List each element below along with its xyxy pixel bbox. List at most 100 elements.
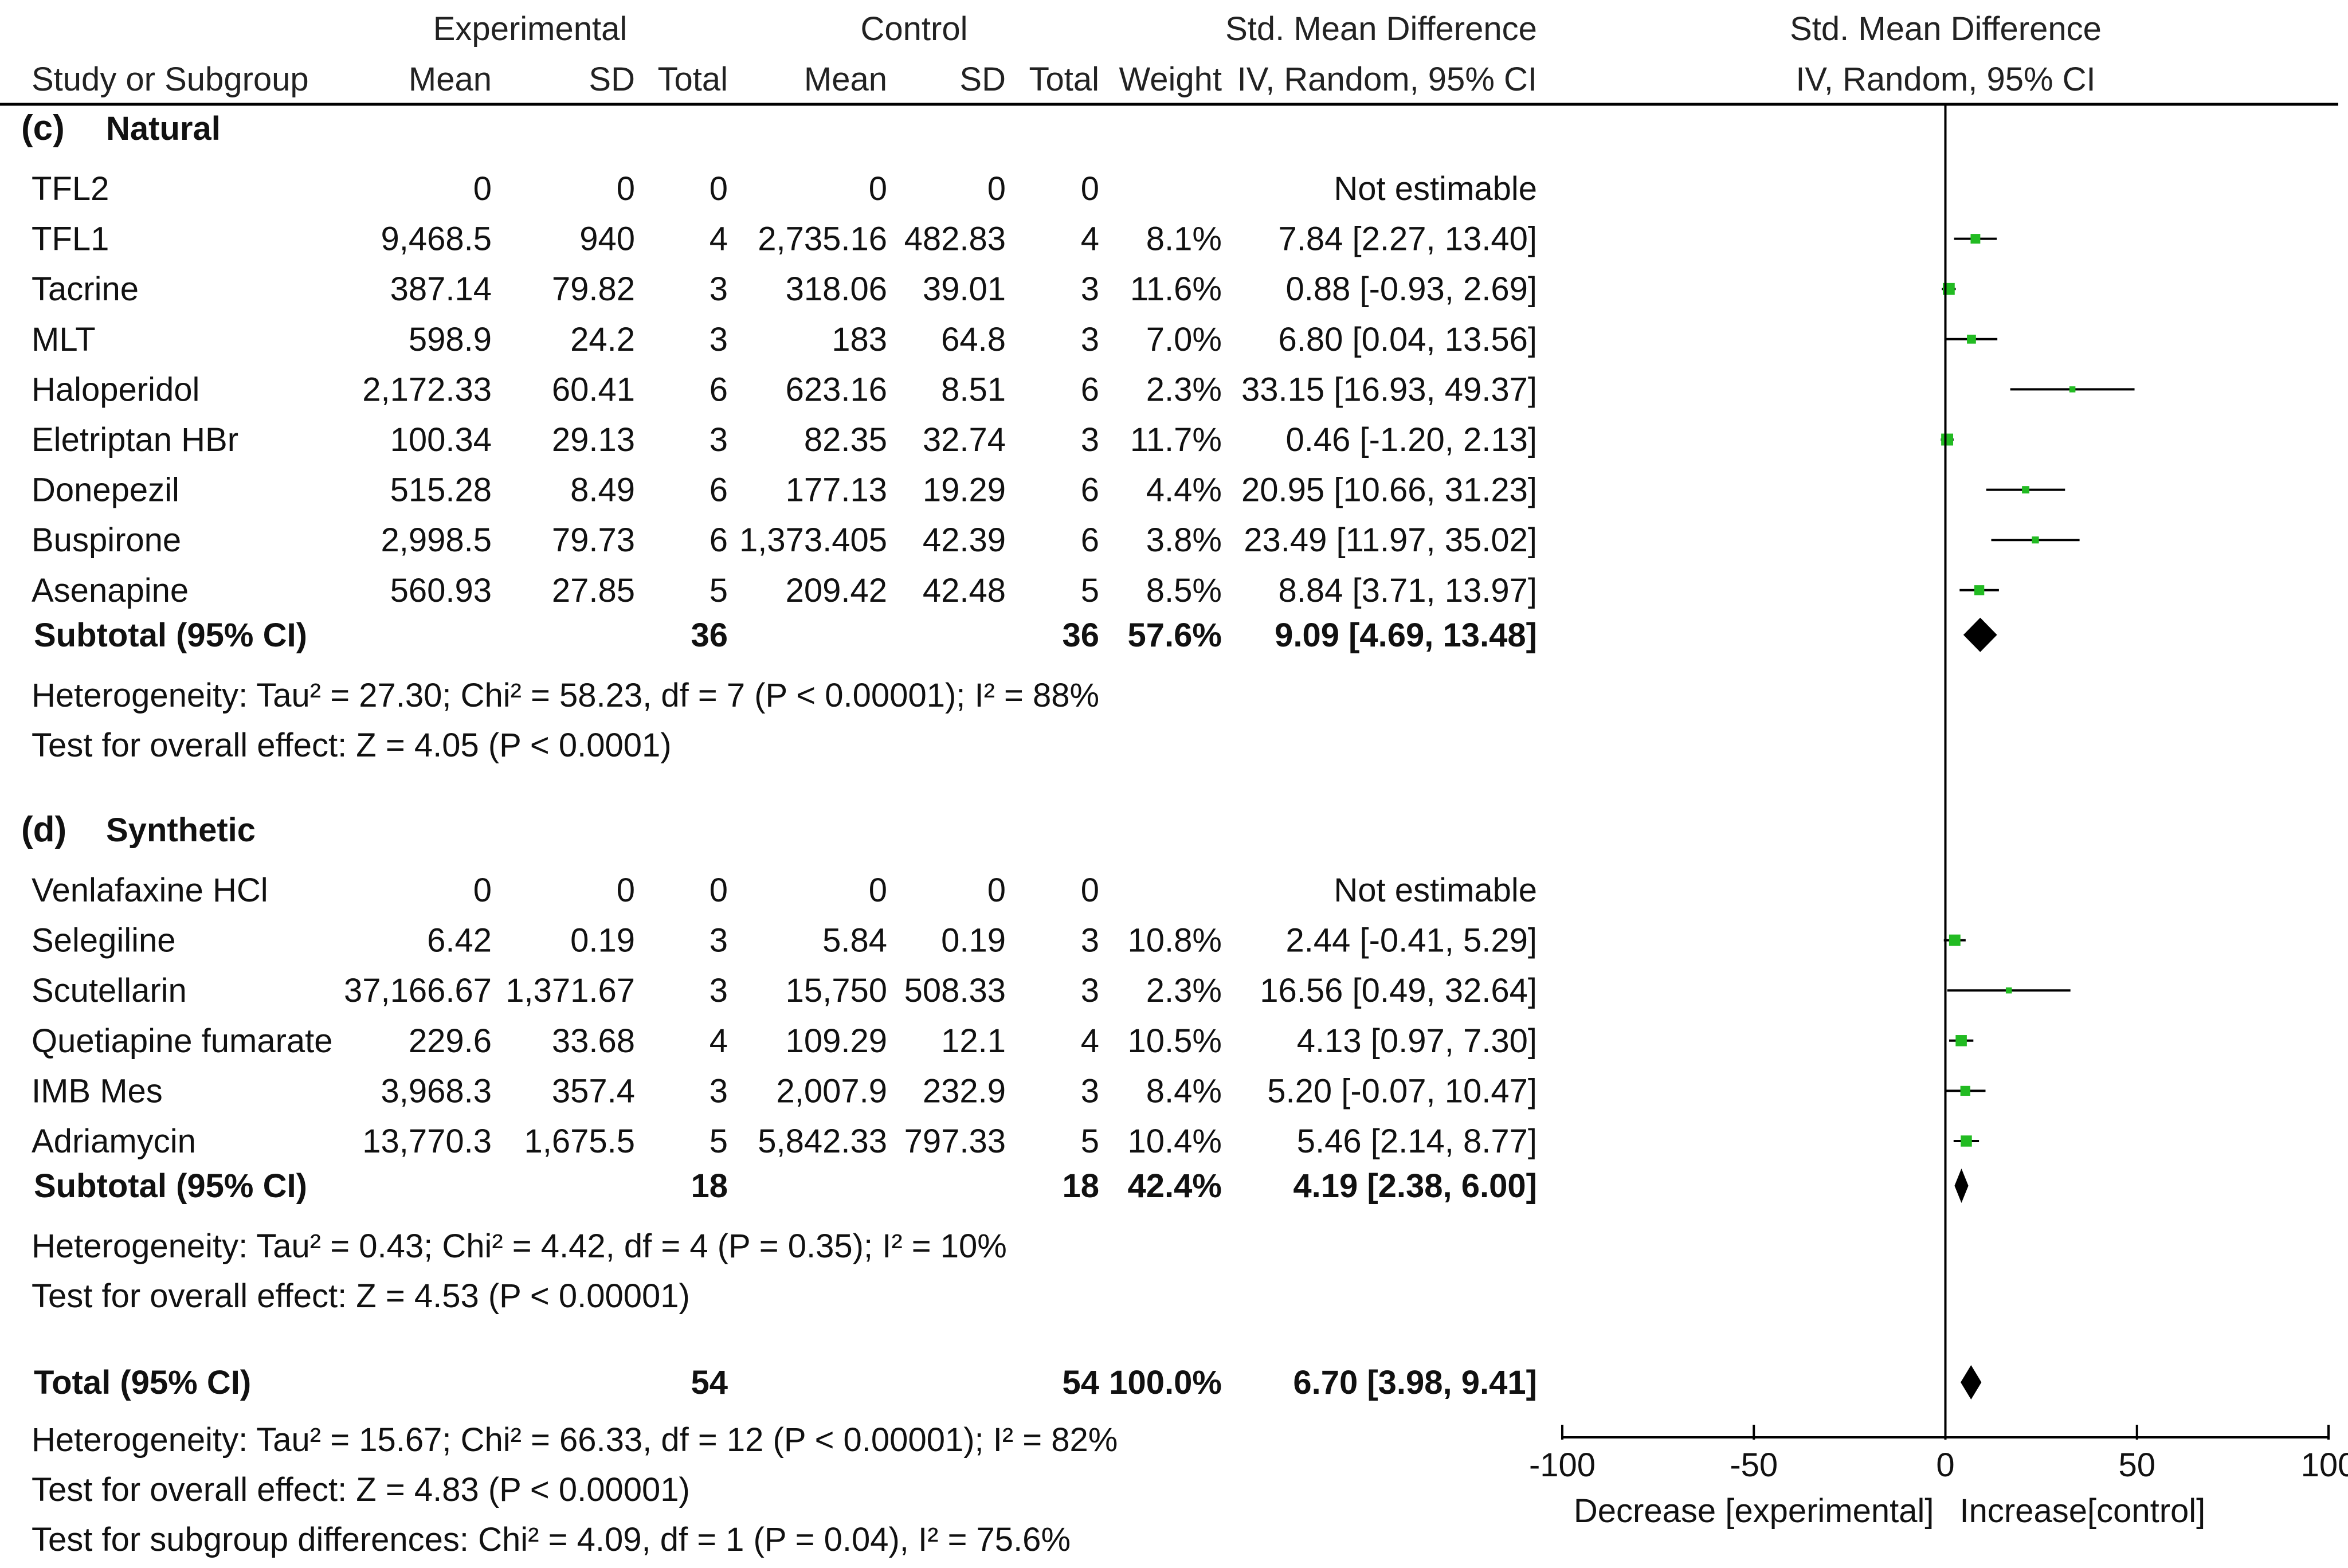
study-row-7-mean-ctl: 1,373.405 xyxy=(739,522,887,559)
study-row-10-total-ctl: 3 xyxy=(1081,922,1099,959)
study-row-0-name: TFL2 xyxy=(32,170,109,207)
header-study: Study or Subgroup xyxy=(32,61,309,98)
study-row-13-sd-ctl: 232.9 xyxy=(923,1072,1006,1110)
total-total-ctl: 54 xyxy=(1062,1364,1099,1401)
study-row-4-mean-exp: 2,172.33 xyxy=(362,371,492,408)
header-smd-title: Std. Mean Difference xyxy=(1225,10,1537,48)
header-method: IV, Random, 95% CI xyxy=(1237,61,1537,98)
study-row-10-name: Selegiline xyxy=(32,922,176,959)
study-row-7-ci: 23.49 [11.97, 35.02] xyxy=(1244,522,1537,559)
x-tick-label-5: 100 xyxy=(2301,1447,2348,1484)
study-row-8-point xyxy=(1974,585,1985,595)
study-row-6-point xyxy=(2022,486,2029,494)
subgroup-1-subtotal-weight: 57.6% xyxy=(1128,617,1222,654)
study-row-0-total-ctl: 0 xyxy=(1081,170,1099,207)
study-row-14-point xyxy=(1961,1135,1972,1147)
study-row-11-mean-exp: 37,166.67 xyxy=(344,972,492,1009)
study-row-11-sd-ctl: 508.33 xyxy=(904,972,1006,1009)
study-row-3-sd-ctl: 64.8 xyxy=(941,321,1006,358)
study-row-4-ci: 33.15 [16.93, 49.37] xyxy=(1241,371,1537,408)
header-control: Control xyxy=(861,10,968,48)
header-sd-control: SD xyxy=(959,61,1006,98)
study-row-8-total-exp: 5 xyxy=(710,572,728,609)
study-row-14-name: Adriamycin xyxy=(32,1123,196,1160)
study-row-12-mean-exp: 229.6 xyxy=(409,1022,492,1060)
study-row-12-total-exp: 4 xyxy=(710,1022,728,1060)
study-row-8-ci: 8.84 [3.71, 13.97] xyxy=(1279,572,1537,609)
study-row-10-ci: 2.44 [-0.41, 5.29] xyxy=(1285,922,1537,959)
study-row-1-mean-exp: 9,468.5 xyxy=(381,221,492,258)
study-row-8-name: Asenapine xyxy=(32,572,189,609)
subgroup-1-overall-effect: Test for overall effect: Z = 4.05 (P < 0… xyxy=(32,727,672,764)
study-row-2-ci: 0.88 [-0.93, 2.69] xyxy=(1285,271,1537,308)
study-row-7-mean-exp: 2,998.5 xyxy=(381,522,492,559)
study-row-9-mean-ctl: 0 xyxy=(869,872,887,909)
study-row-11-total-exp: 3 xyxy=(710,972,728,1009)
study-row-2-sd-exp: 79.82 xyxy=(552,271,635,308)
study-row-10-sd-exp: 0.19 xyxy=(570,922,635,959)
study-row-0-mean-ctl: 0 xyxy=(869,170,887,207)
subgroup-2-name: Synthetic xyxy=(106,812,256,849)
study-row-0-mean-exp: 0 xyxy=(473,170,492,207)
study-row-14-weight: 10.4% xyxy=(1128,1123,1222,1160)
study-row-9-total-exp: 0 xyxy=(710,872,728,909)
study-row-7-total-ctl: 6 xyxy=(1081,522,1099,559)
study-row-3-sd-exp: 24.2 xyxy=(570,321,635,358)
study-row-7-sd-exp: 79.73 xyxy=(552,522,635,559)
study-row-4-total-ctl: 6 xyxy=(1081,371,1099,408)
study-row-2-weight: 11.6% xyxy=(1130,271,1222,308)
study-row-5-sd-ctl: 32.74 xyxy=(923,421,1006,458)
axis-label-left: Decrease [experimental] xyxy=(1574,1492,1934,1530)
study-row-10-sd-ctl: 0.19 xyxy=(941,922,1006,959)
header-total-control: Total xyxy=(1029,61,1099,98)
study-row-13-ci: 5.20 [-0.07, 10.47] xyxy=(1267,1072,1537,1110)
study-row-5-mean-exp: 100.34 xyxy=(390,421,492,458)
study-row-9-sd-exp: 0 xyxy=(617,872,635,909)
subgroup-2-heterogeneity: Heterogeneity: Tau² = 0.43; Chi² = 4.42,… xyxy=(32,1228,1007,1265)
study-row-10-mean-ctl: 5.84 xyxy=(822,922,887,959)
study-row-14-mean-exp: 13,770.3 xyxy=(362,1123,492,1160)
study-row-11-point xyxy=(2005,987,2012,994)
study-row-13-weight: 8.4% xyxy=(1146,1072,1222,1110)
subgroup-2-subtotal-diamond xyxy=(1954,1169,1969,1203)
study-row-11-total-ctl: 3 xyxy=(1081,972,1099,1009)
footer-line-3: Test for subgroup differences: Chi² = 4.… xyxy=(32,1521,1071,1558)
subgroup-2-subtotal-total-ctl: 18 xyxy=(1062,1167,1099,1205)
study-row-1-weight: 8.1% xyxy=(1146,221,1222,258)
subgroup-1-subtotal-total-exp: 36 xyxy=(691,617,728,654)
subgroup-1-heterogeneity: Heterogeneity: Tau² = 27.30; Chi² = 58.2… xyxy=(32,677,1099,714)
study-row-12-weight: 10.5% xyxy=(1128,1022,1222,1060)
study-row-13-sd-exp: 357.4 xyxy=(552,1072,635,1110)
study-row-13-point xyxy=(1960,1085,1970,1096)
study-row-7-sd-ctl: 42.39 xyxy=(923,522,1006,559)
study-row-7-point xyxy=(2032,536,2039,544)
study-row-12-name: Quetiapine fumarate xyxy=(32,1022,333,1060)
header-sd-experimental: SD xyxy=(589,61,635,98)
study-row-6-ci: 20.95 [10.66, 31.23] xyxy=(1241,472,1537,509)
study-row-7-name: Buspirone xyxy=(32,522,181,559)
study-row-3-name: MLT xyxy=(32,321,96,358)
study-row-13-mean-exp: 3,968.3 xyxy=(381,1072,492,1110)
study-row-3-ci: 6.80 [0.04, 13.56] xyxy=(1279,321,1537,358)
footer-line-1: Heterogeneity: Tau² = 15.67; Chi² = 66.3… xyxy=(32,1421,1118,1459)
subgroup-2-overall-effect: Test for overall effect: Z = 4.53 (P < 0… xyxy=(32,1277,690,1315)
total-label: Total (95% CI) xyxy=(34,1364,251,1401)
study-row-6-sd-exp: 8.49 xyxy=(570,472,635,509)
study-row-12-total-ctl: 4 xyxy=(1081,1022,1099,1060)
study-row-2-sd-ctl: 39.01 xyxy=(923,271,1006,308)
study-row-8-weight: 8.5% xyxy=(1146,572,1222,609)
x-tick-label-4: 50 xyxy=(2118,1447,2155,1484)
x-tick-label-1: -100 xyxy=(1529,1447,1596,1484)
study-row-10-total-exp: 3 xyxy=(710,922,728,959)
study-row-4-mean-ctl: 623.16 xyxy=(786,371,887,408)
total-total-exp: 54 xyxy=(691,1364,728,1401)
study-row-10-weight: 10.8% xyxy=(1128,922,1222,959)
study-row-10-point xyxy=(1949,934,1961,946)
study-row-8-sd-ctl: 42.48 xyxy=(923,572,1006,609)
subgroup-2-subtotal-total-exp: 18 xyxy=(691,1167,728,1205)
study-row-8-sd-exp: 27.85 xyxy=(552,572,635,609)
study-row-11-weight: 2.3% xyxy=(1146,972,1222,1009)
study-row-12-ci: 4.13 [0.97, 7.30] xyxy=(1297,1022,1537,1060)
study-row-4-name: Haloperidol xyxy=(32,371,199,408)
